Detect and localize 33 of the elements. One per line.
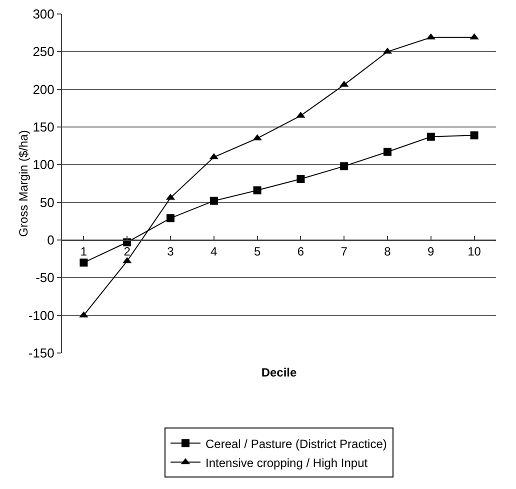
y-tick-label: 100 (32, 157, 54, 172)
x-tick-label: 4 (210, 244, 218, 258)
x-tick-label: 10 (468, 244, 482, 258)
y-tick-label: 50 (40, 194, 54, 210)
x-tick-label: 1 (80, 244, 88, 258)
point (253, 186, 262, 194)
x-axis-title: Decile (261, 365, 297, 380)
legend-label: Cereal / Pasture (District Practice) (206, 436, 387, 451)
y-tick-label: 150 (32, 120, 54, 135)
y-tick-label: 300 (32, 6, 54, 22)
y-tick-label: 0 (47, 232, 54, 248)
y-tick-label: -50 (36, 270, 54, 286)
x-tick-label: 5 (254, 244, 261, 258)
x-tick-label: 7 (340, 244, 348, 258)
y-tick-label: 200 (32, 82, 54, 97)
point (340, 162, 348, 170)
point (166, 214, 174, 222)
x-tick-label: 3 (167, 244, 174, 258)
y-tick-label: -150 (28, 346, 54, 361)
point (80, 258, 88, 267)
y-tick-label: 250 (32, 44, 54, 60)
x-tick-label: 8 (384, 244, 392, 258)
x-tick-label: 9 (428, 244, 435, 258)
x-tick-label: 6 (297, 244, 304, 258)
point (384, 148, 392, 156)
point (296, 174, 305, 183)
y-axis-title: Gross Margin ($/ha) (16, 130, 31, 237)
x-tick-label: 2 (124, 244, 131, 258)
point (470, 131, 478, 140)
point (210, 196, 218, 205)
point (426, 132, 435, 141)
y-tick-label: -100 (28, 308, 54, 323)
legend-label: Intensive cropping / High Input (206, 456, 368, 470)
